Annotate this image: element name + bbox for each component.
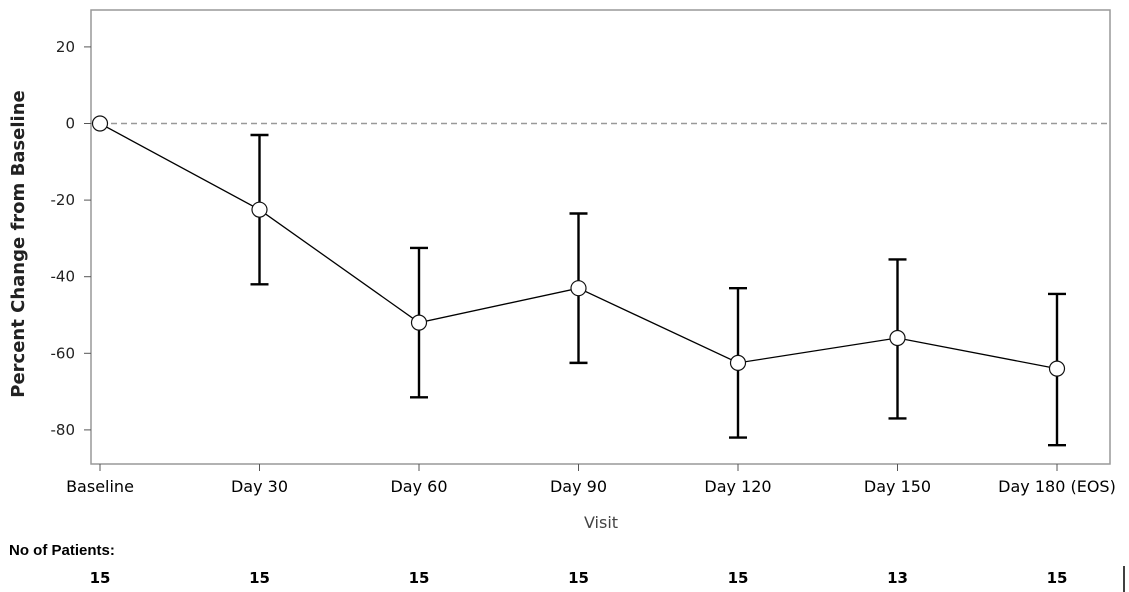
y-tick-label: -40 [51,268,76,286]
patients-count: 15 [249,569,270,587]
patients-count-label: No of Patients: [9,542,115,559]
y-tick-label: -80 [51,421,76,439]
x-tick-label: Day 90 [550,477,607,496]
data-point [729,354,747,371]
data-point [570,280,587,297]
data-point [889,329,906,347]
x-tick-label: Day 60 [390,477,447,496]
y-tick-label: 20 [56,38,75,56]
patients-count: 15 [728,569,749,587]
patients-count-row: 15 15 15 15 15 13 15 [90,569,1068,587]
patients-count: 15 [409,569,430,587]
y-axis-label: Percent Change from Baseline [8,90,29,397]
data-point [1048,360,1066,377]
y-tick-label: -20 [51,191,76,209]
x-tick-label: Day 180 (EOS) [998,477,1116,496]
plot-frame [90,9,1111,465]
data-point [91,115,109,132]
data-point [251,201,268,218]
x-tick-label: Baseline [66,477,134,496]
y-tick-label: -60 [51,344,76,362]
x-axis-label: Visit [584,513,618,532]
patients-count: 15 [1047,569,1068,587]
data-point [410,314,428,331]
patients-count: 13 [887,569,908,587]
x-tick-label: Day 30 [231,477,288,496]
x-tick-label: Day 120 [704,477,771,496]
data-series [91,115,1066,447]
plot-area [90,9,1111,465]
patients-count: 15 [568,569,589,587]
y-axis: 20 0 -20 -40 -60 -80 [51,38,91,439]
y-tick-label: 0 [65,115,75,133]
x-axis: Baseline Day 30 Day 60 Day 90 Day 120 Day 150… [66,464,1116,496]
patients-count: 15 [90,569,111,587]
x-tick-label: Day 150 [864,477,931,496]
